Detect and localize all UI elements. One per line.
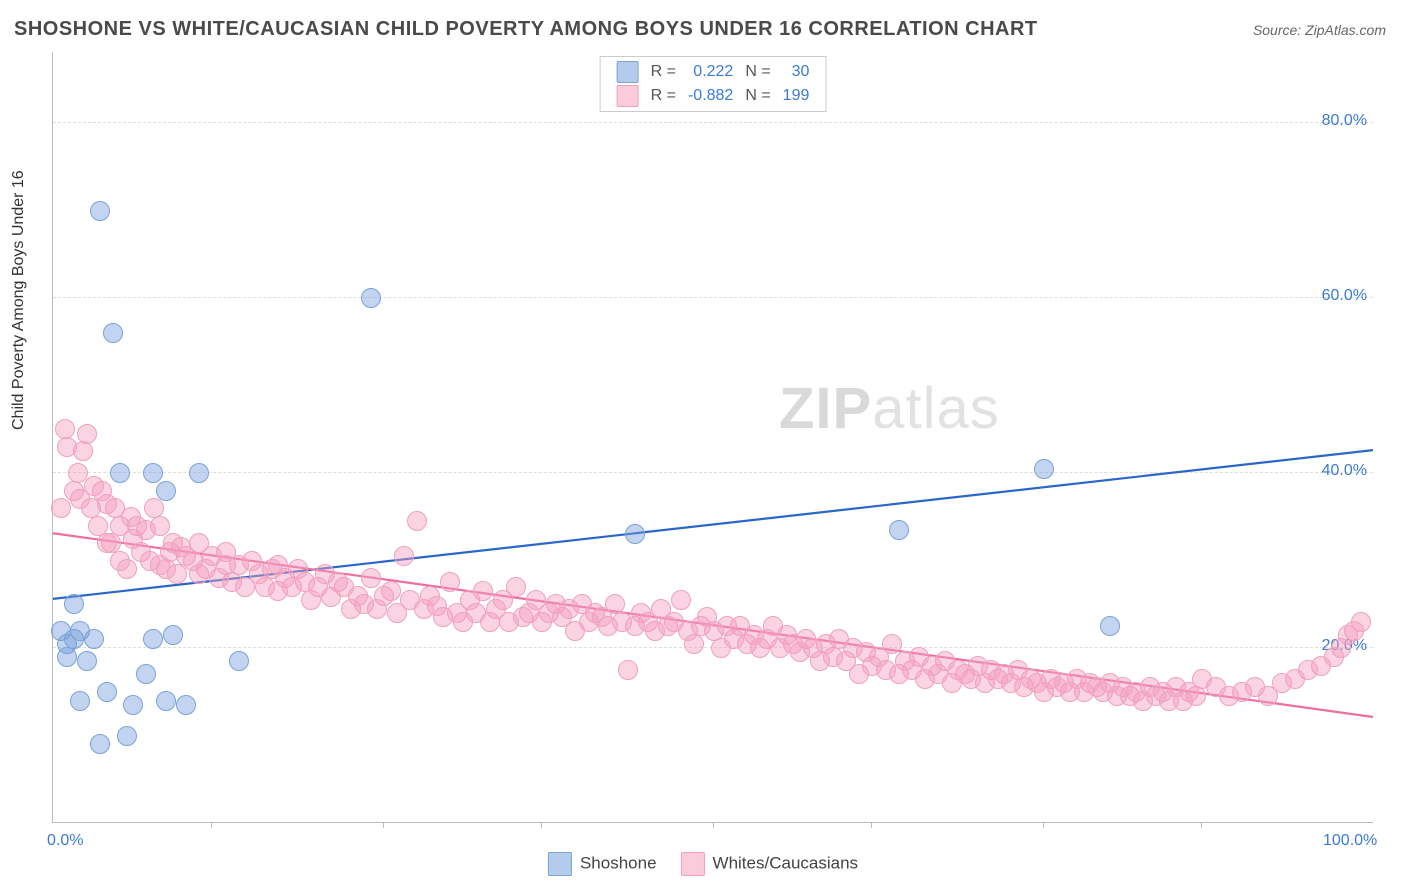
scatter-point	[163, 625, 183, 645]
scatter-point	[144, 498, 164, 518]
scatter-point	[77, 651, 97, 671]
legend-swatch	[617, 85, 639, 107]
scatter-point	[156, 481, 176, 501]
scatter-point	[882, 634, 902, 654]
scatter-point	[84, 629, 104, 649]
watermark-light: atlas	[872, 376, 1000, 441]
scatter-point	[889, 520, 909, 540]
scatter-point	[123, 695, 143, 715]
scatter-point	[229, 651, 249, 671]
x-tick-minor	[211, 822, 212, 828]
scatter-point	[381, 581, 401, 601]
scatter-point	[57, 647, 77, 667]
x-tick-label: 100.0%	[1323, 832, 1377, 850]
x-tick-minor	[713, 822, 714, 828]
y-tick-label: 60.0%	[1322, 287, 1367, 305]
scatter-point	[73, 441, 93, 461]
series-legend: Shoshone Whites/Caucasians	[548, 852, 858, 876]
scatter-point	[407, 511, 427, 531]
scatter-point	[117, 559, 137, 579]
x-tick-minor	[1201, 822, 1202, 828]
legend-n-label: N =	[745, 87, 770, 105]
scatter-point	[671, 590, 691, 610]
scatter-point	[51, 498, 71, 518]
chart-title: SHOSHONE VS WHITE/CAUCASIAN CHILD POVERT…	[14, 18, 1038, 41]
scatter-point	[506, 577, 526, 597]
scatter-point	[361, 568, 381, 588]
scatter-point	[103, 323, 123, 343]
watermark-bold: ZIP	[779, 376, 872, 441]
scatter-point	[473, 581, 493, 601]
scatter-point	[90, 734, 110, 754]
gridline-h	[53, 472, 1373, 473]
correlation-legend: R = 0.222 N = 30 R = -0.882 N = 199	[600, 56, 827, 112]
scatter-point	[394, 546, 414, 566]
scatter-point	[684, 634, 704, 654]
legend-item: Whites/Caucasians	[681, 852, 859, 876]
scatter-point	[361, 288, 381, 308]
scatter-point	[136, 664, 156, 684]
legend-r-value: 0.222	[688, 63, 733, 81]
scatter-point	[156, 691, 176, 711]
y-tick-label: 40.0%	[1322, 462, 1367, 480]
scatter-point	[117, 726, 137, 746]
legend-n-label: N =	[745, 63, 770, 81]
scatter-point	[101, 533, 121, 553]
scatter-point	[1351, 612, 1371, 632]
x-tick-minor	[1043, 822, 1044, 828]
x-tick-minor	[541, 822, 542, 828]
scatter-point	[176, 695, 196, 715]
scatter-point	[77, 424, 97, 444]
scatter-point	[189, 463, 209, 483]
legend-n-value: 199	[783, 87, 810, 105]
legend-label: Shoshone	[580, 853, 657, 872]
legend-swatch	[617, 61, 639, 83]
legend-r-label: R =	[651, 87, 676, 105]
gridline-h	[53, 122, 1373, 123]
gridline-h	[53, 297, 1373, 298]
legend-r-value: -0.882	[688, 87, 733, 105]
y-axis-label: Child Poverty Among Boys Under 16	[10, 170, 28, 430]
scatter-point	[64, 594, 84, 614]
scatter-point	[70, 691, 90, 711]
legend-swatch	[681, 852, 705, 876]
x-tick-label: 0.0%	[47, 832, 83, 850]
watermark: ZIPatlas	[779, 375, 1000, 442]
legend-swatch	[548, 852, 572, 876]
legend-n-value: 30	[783, 63, 810, 81]
scatter-point	[440, 572, 460, 592]
source-label: Source: ZipAtlas.com	[1253, 22, 1386, 38]
y-tick-label: 80.0%	[1322, 112, 1367, 130]
scatter-point	[625, 524, 645, 544]
scatter-point	[1034, 459, 1054, 479]
chart-plot-area: ZIPatlas R =0.222N =30R =-0.882N =199 20…	[52, 52, 1373, 823]
legend-label: Whites/Caucasians	[713, 853, 859, 872]
scatter-point	[110, 463, 130, 483]
legend-item: Shoshone	[548, 852, 657, 876]
scatter-point	[1186, 686, 1206, 706]
legend-r-label: R =	[651, 63, 676, 81]
x-tick-minor	[383, 822, 384, 828]
scatter-point	[618, 660, 638, 680]
scatter-point	[90, 201, 110, 221]
x-tick-minor	[871, 822, 872, 828]
scatter-point	[143, 463, 163, 483]
scatter-point	[150, 516, 170, 536]
scatter-point	[97, 682, 117, 702]
scatter-point	[1100, 616, 1120, 636]
